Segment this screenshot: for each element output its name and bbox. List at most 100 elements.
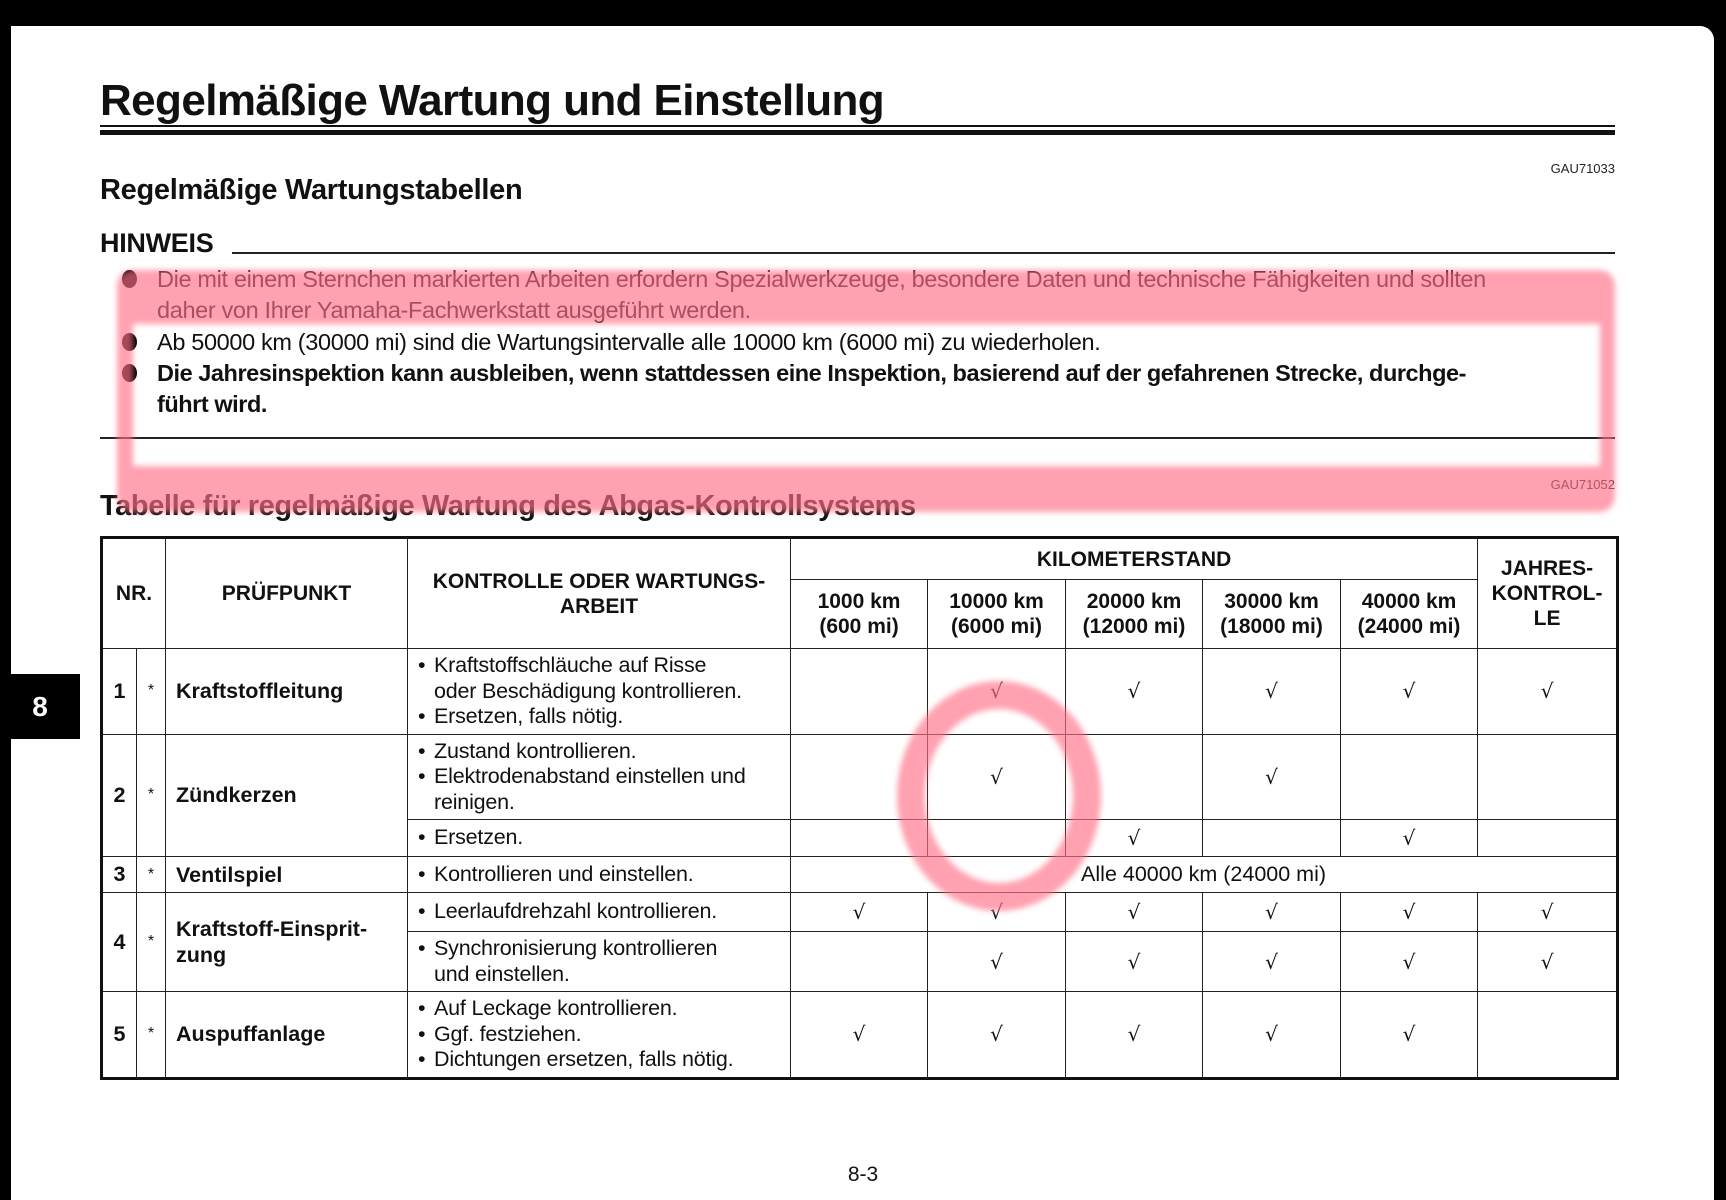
title-rule-thin (100, 125, 1615, 127)
bullet-icon (122, 270, 137, 288)
note-text: Die mit einem Sternchen markierten Arbei… (157, 266, 1486, 323)
check-mark-icon: √ (1065, 931, 1204, 992)
header-nr: NR. (100, 537, 167, 649)
table-title: Tabelle für regelmäßige Wartung des Abga… (100, 490, 916, 522)
row-number: 4 (101, 892, 137, 992)
empty-cell (927, 819, 1067, 857)
page-title: Regelmäßige Wartung und Einstellung (100, 76, 885, 125)
header-annual: JAHRES- KONTROL- LE (1477, 537, 1619, 649)
table-row: 2*ZündkerzenZustand kontrollieren.Elektr… (101, 733, 1619, 857)
check-mark-icon: √ (790, 892, 929, 932)
page-number: 8-3 (847, 1163, 879, 1186)
check-mark-icon: √ (1477, 892, 1619, 932)
header-odometer: KILOMETERSTAND (790, 537, 1479, 580)
asterisk-marker: * (135, 892, 167, 992)
empty-cell (790, 931, 929, 992)
asterisk-marker: * (135, 856, 167, 893)
check-mark-icon: √ (1202, 733, 1342, 820)
empty-cell (790, 733, 929, 820)
check-mark-icon: √ (927, 931, 1067, 992)
row-number: 3 (101, 856, 137, 893)
asterisk-marker: * (135, 733, 167, 857)
note-item: Die mit einem Sternchen markierten Arbei… (122, 264, 1627, 326)
table-row: 3*Ventilspiel Kontrollieren und einstelle… (101, 856, 1619, 893)
empty-cell (1477, 733, 1619, 820)
inspection-item: Kraftstoffleitung (165, 648, 409, 735)
note-item: Die Jahresinspektion kann ausbleiben, we… (122, 358, 1627, 420)
empty-cell (790, 819, 929, 857)
task-cell: Synchronisierung kontrollieren und einst… (407, 931, 792, 992)
empty-cell (1340, 733, 1479, 820)
title-rule-thick (100, 130, 1615, 135)
row-number: 2 (101, 733, 137, 857)
check-mark-icon: √ (1202, 931, 1342, 992)
check-mark-icon: √ (1340, 819, 1479, 857)
inspection-item: Zündkerzen (165, 733, 409, 857)
check-mark-icon: √ (1340, 892, 1479, 932)
empty-cell (1477, 819, 1619, 857)
check-mark-icon: √ (1477, 648, 1619, 735)
check-mark-icon: √ (1477, 931, 1619, 992)
task-item: Auf Leckage kontrollieren. (418, 996, 784, 1022)
row-number: 5 (101, 991, 137, 1079)
task-cell: Kontrollieren und einstellen. (407, 856, 792, 893)
task-item: Elektrodenabstand einstellen und reinige… (418, 764, 784, 815)
chapter-tab: 8 (0, 674, 80, 739)
check-mark-icon: √ (1065, 892, 1204, 932)
task-cell: Auf Leckage kontrollieren.Ggf. festziehe… (407, 991, 792, 1079)
header-interval: 30000 km (18000 mi) (1202, 579, 1342, 649)
note-text: Ab 50000 km (30000 mi) sind die Wartungs… (157, 329, 1101, 355)
check-mark-icon: √ (1065, 991, 1204, 1079)
check-mark-icon: √ (1202, 991, 1342, 1079)
header-interval: 1000 km (600 mi) (790, 579, 929, 649)
task-item: Kraftstoffschläuche auf Risse oder Besch… (418, 653, 784, 704)
check-mark-icon: √ (927, 991, 1067, 1079)
check-mark-icon: √ (927, 733, 1067, 820)
task-cell: Leerlaufdrehzahl kontrollieren. (407, 892, 792, 932)
note-text: Die Jahresinspektion kann ausbleiben, we… (157, 360, 1466, 417)
check-mark-icon: √ (1340, 648, 1479, 735)
maintenance-table: NR. PRÜFPUNKT KONTROLLE ODER WARTUNGS- A… (100, 536, 1620, 1080)
inspection-item: Auspuffanlage (165, 991, 409, 1079)
empty-cell (1202, 819, 1342, 857)
check-mark-icon: √ (1202, 648, 1342, 735)
bullet-icon (122, 364, 137, 382)
header-task: KONTROLLE ODER WARTUNGS- ARBEIT (407, 537, 792, 649)
check-mark-icon: √ (1340, 931, 1479, 992)
interval-span-text: Alle 40000 km (24000 mi) (790, 856, 1619, 893)
check-mark-icon: √ (1065, 819, 1204, 857)
row-number: 1 (101, 648, 137, 735)
check-mark-icon: √ (1065, 648, 1204, 735)
task-item: Ersetzen. (418, 825, 784, 851)
empty-cell (1477, 991, 1619, 1079)
check-mark-icon: √ (927, 648, 1067, 735)
check-mark-icon: √ (790, 991, 929, 1079)
asterisk-marker: * (135, 991, 167, 1079)
task-item: Leerlaufdrehzahl kontrollieren. (418, 899, 784, 925)
table-code: GAU71052 (1550, 477, 1615, 492)
section-subtitle: Regelmäßige Wartungstabellen (100, 174, 523, 206)
task-item: Ggf. festziehen. (418, 1022, 784, 1048)
inspection-item: Kraftstoff-Einsprit- zung (165, 892, 409, 992)
asterisk-marker: * (135, 648, 167, 735)
header-interval: 20000 km (12000 mi) (1065, 579, 1204, 649)
empty-cell (790, 648, 929, 735)
header-interval: 10000 km (6000 mi) (927, 579, 1067, 649)
table-row: 1*KraftstoffleitungKraftstoffschläuche a… (101, 648, 1619, 735)
task-item: Dichtungen ersetzen, falls nötig. (418, 1047, 784, 1073)
check-mark-icon: √ (1340, 991, 1479, 1079)
task-item: Zustand kontrollieren. (418, 739, 784, 765)
section-code: GAU71033 (1550, 161, 1615, 176)
check-mark-icon: √ (927, 892, 1067, 932)
task-cell: Kraftstoffschläuche auf Risse oder Besch… (407, 648, 792, 735)
note-heading-rule (232, 252, 1615, 254)
task-item: Ersetzen, falls nötig. (418, 704, 784, 730)
note-heading: HINWEIS (100, 228, 214, 258)
header-item: PRÜFPUNKT (165, 537, 409, 649)
task-cell: Zustand kontrollieren.Elektrodenabstand … (407, 733, 792, 820)
task-item: Synchronisierung kontrollieren und einst… (418, 936, 784, 987)
table-row: 4*Kraftstoff-Einsprit- zung Leerlaufdrehz… (101, 892, 1619, 992)
bullet-icon (122, 333, 137, 351)
task-cell: Ersetzen. (407, 819, 792, 857)
check-mark-icon: √ (1202, 892, 1342, 932)
